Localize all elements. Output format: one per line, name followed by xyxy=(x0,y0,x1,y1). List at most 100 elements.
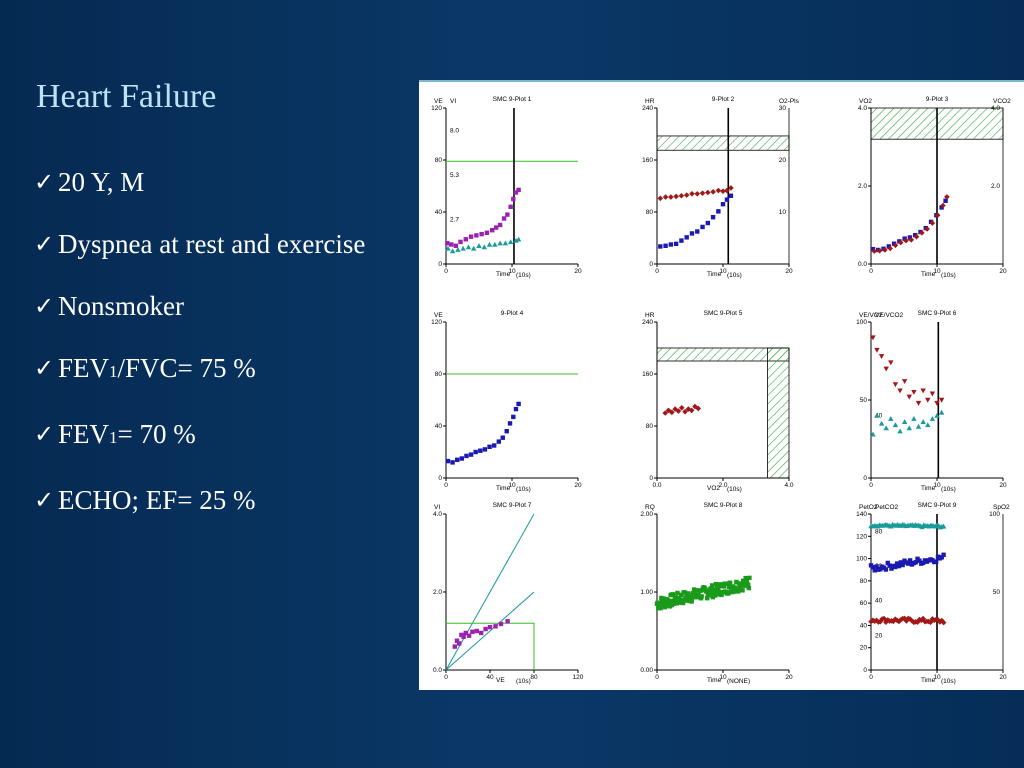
x-tick-label: 20 xyxy=(999,482,1007,489)
data-point xyxy=(939,205,944,210)
data-point xyxy=(690,594,695,599)
plot2-chart: 9-Plot 2 HR O2-Pls Time (10s) 0 10 20 0 80 160 240 1… xyxy=(642,96,799,279)
inner-axis-tick-label: 60 xyxy=(875,563,883,570)
data-point xyxy=(666,598,671,604)
x-axis-label: Time xyxy=(921,485,936,492)
data-point xyxy=(513,406,519,412)
chart-title: 9-Plot 4 xyxy=(501,310,524,317)
data-point xyxy=(903,237,909,244)
x-axis-label: VO2 xyxy=(707,485,720,492)
exercise-test-9-plot-figure: SMC 9-Plot 1 VE VI Time (10s) 0 10 20 0 40 80 120 2.… xyxy=(419,80,1024,690)
data-point xyxy=(870,246,876,252)
y-tick-label: 120 xyxy=(431,319,442,326)
data-point xyxy=(478,448,483,453)
data-point xyxy=(746,585,751,591)
data-point xyxy=(883,425,889,431)
y-tick-label: 120 xyxy=(431,105,442,112)
y-tick-label: 0 xyxy=(649,475,653,482)
data-point xyxy=(449,248,456,254)
data-point xyxy=(906,561,911,566)
plot8-chart: SMC 9-Plot 8 RQ Time (NONE) 0 10 20 0.00 1.00 2.0… xyxy=(640,502,793,685)
data-point xyxy=(507,421,513,426)
data-point xyxy=(457,641,462,646)
data-point xyxy=(453,243,459,248)
y-axis-label: VE/VO2 xyxy=(859,312,883,319)
right-tick-label: 2.0 xyxy=(991,183,1000,190)
y-tick-label: 40 xyxy=(860,622,868,629)
x-tick-label: 0 xyxy=(869,482,873,489)
y-axis-label: SpO2 xyxy=(993,504,1010,511)
data-point xyxy=(458,239,463,245)
data-point xyxy=(874,564,879,569)
data-point xyxy=(902,236,907,241)
y-axis-label: VCO2 xyxy=(993,98,1011,105)
data-point xyxy=(940,202,946,209)
data-point xyxy=(925,422,931,428)
data-point xyxy=(708,586,714,591)
plot3-chart: 9-Plot 3 VO2 VCO2 Time (10s) 0 10 20 0.0 2.0 4.0 2.… xyxy=(858,96,1011,279)
y-axis-label: HR xyxy=(645,98,655,105)
y-tick-label: 120 xyxy=(856,533,867,540)
data-point xyxy=(455,457,460,462)
data-point xyxy=(716,587,721,593)
data-point xyxy=(699,190,706,196)
data-point xyxy=(706,593,712,598)
y-tick-label: 160 xyxy=(642,371,653,378)
data-point xyxy=(878,566,883,572)
data-point xyxy=(663,599,668,604)
data-point xyxy=(658,605,663,611)
bullet-item: ✓ 20 Y, M xyxy=(34,165,404,199)
data-point xyxy=(479,630,484,636)
data-point xyxy=(465,244,472,250)
data-point xyxy=(868,618,874,625)
data-point xyxy=(872,568,877,573)
data-point xyxy=(496,439,501,444)
data-point xyxy=(658,244,663,249)
subscript-text: 1 xyxy=(109,428,118,447)
data-point xyxy=(682,408,688,415)
data-point xyxy=(493,624,498,629)
data-point xyxy=(913,232,918,238)
inner-axis-tick-label: 20 xyxy=(875,632,883,639)
data-point xyxy=(724,187,730,194)
data-point xyxy=(920,560,926,566)
data-point xyxy=(715,187,722,194)
data-point xyxy=(470,629,475,634)
y-axis-label: PetCO2 xyxy=(875,504,899,511)
checkmark-icon: ✓ xyxy=(34,292,55,320)
right-tick-label: 4.0 xyxy=(991,105,1000,112)
y-tick-label: 2.0 xyxy=(433,589,442,596)
bullet-item: ✓ FEV1/FVC= 75 % xyxy=(34,351,404,389)
data-point xyxy=(468,452,474,457)
data-point xyxy=(744,579,750,584)
chart-title: SMC 9-Plot 6 xyxy=(918,310,957,317)
data-point xyxy=(662,194,669,200)
data-point xyxy=(726,584,732,590)
y-axis-label: VI xyxy=(450,98,456,105)
x-tick-label: 4.0 xyxy=(784,482,793,489)
data-point xyxy=(888,360,894,366)
bullet-text-part: Dyspnea at rest and exercise xyxy=(58,229,366,259)
data-point xyxy=(507,239,514,245)
x-tick-label: 0 xyxy=(444,674,448,681)
data-point xyxy=(508,204,513,209)
inner-axis-tick-label: 5.3 xyxy=(450,172,459,179)
y-tick-label: 0 xyxy=(863,667,867,674)
data-point xyxy=(473,449,478,455)
y-tick-label: 100 xyxy=(856,556,867,563)
data-point xyxy=(710,594,716,600)
data-point xyxy=(747,575,752,581)
x-tick-label: 120 xyxy=(573,674,584,681)
data-point xyxy=(460,245,466,251)
data-point xyxy=(876,247,883,254)
y-axis-label: HR xyxy=(645,312,655,319)
data-point xyxy=(929,391,936,397)
data-point xyxy=(479,231,484,237)
data-point xyxy=(727,580,733,585)
data-point xyxy=(692,587,697,592)
x-axis-label: Time xyxy=(707,677,722,684)
bullet-text: Dyspnea at rest and exercise xyxy=(58,227,365,261)
y-axis-label: VO2 xyxy=(859,98,872,105)
data-point xyxy=(463,237,468,242)
